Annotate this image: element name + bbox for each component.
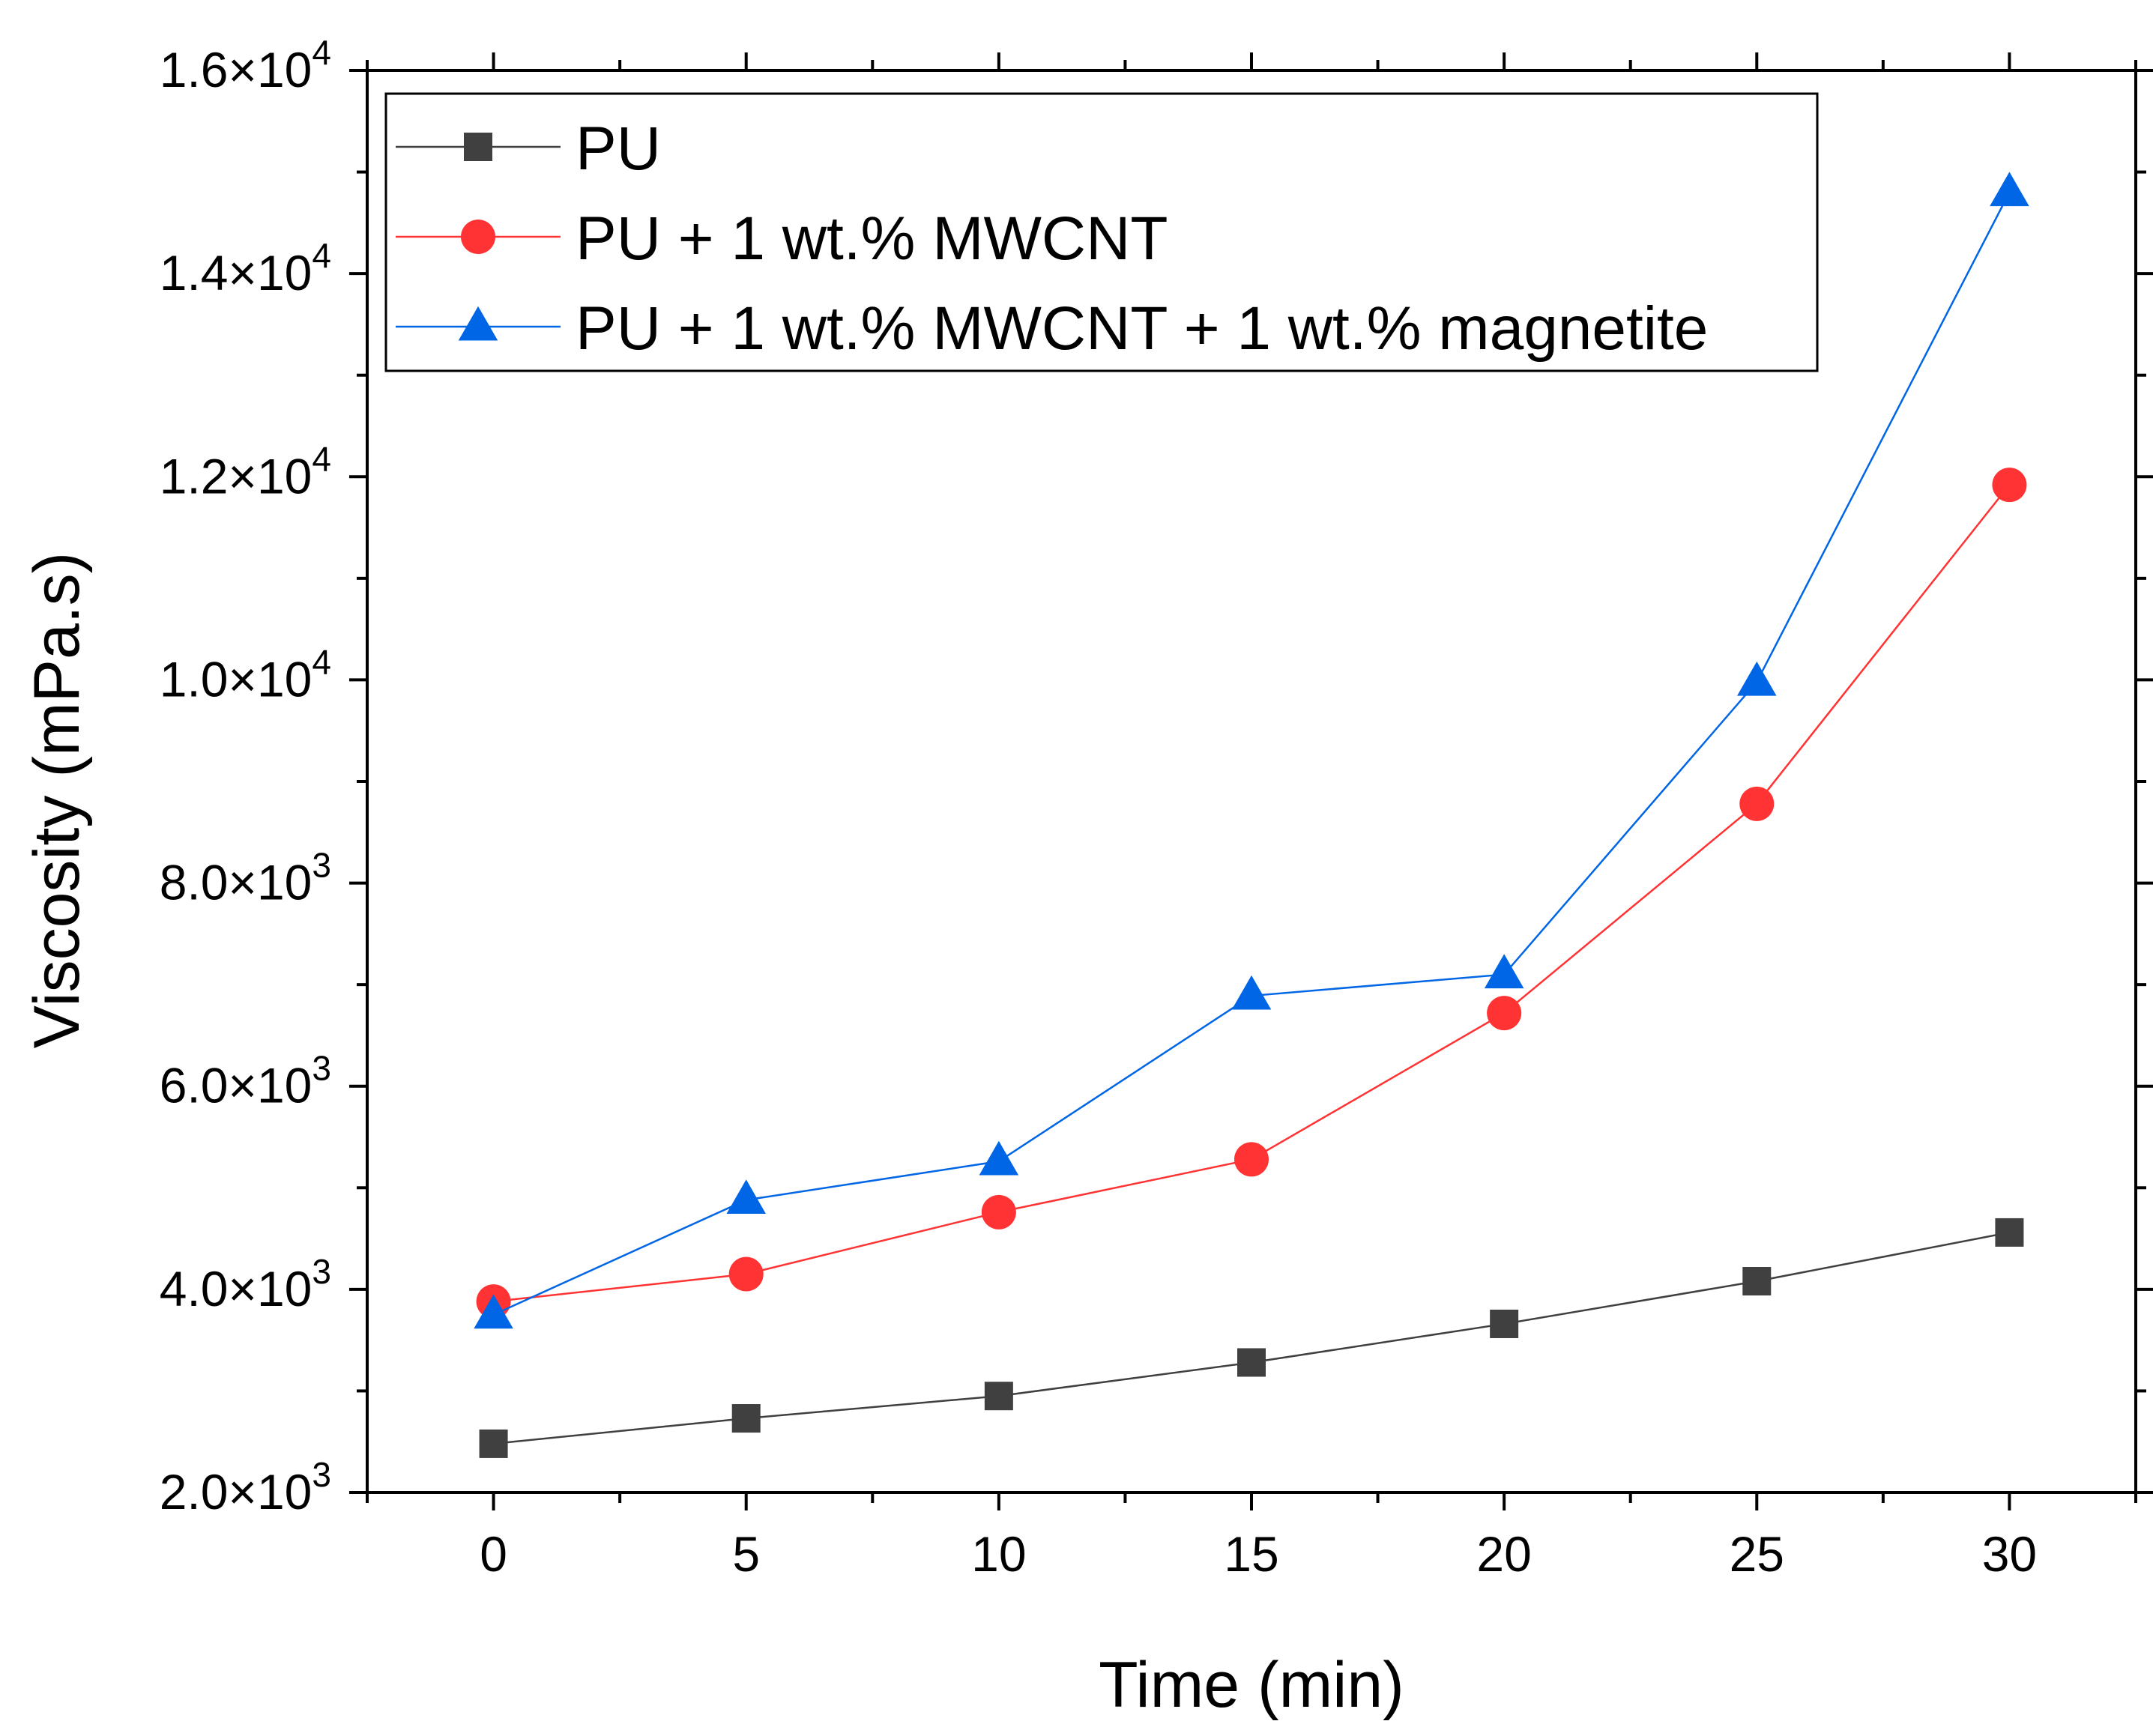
data-point-triangle <box>1484 954 1524 989</box>
y-tick-mantissa: 1.0×10 <box>160 651 312 707</box>
data-point-circle <box>1234 1142 1269 1177</box>
data-point-triangle <box>1737 661 1777 696</box>
data-point-circle <box>1739 786 1775 821</box>
y-tick-exponent: 4 <box>312 439 331 478</box>
data-point-triangle <box>726 1179 766 1215</box>
legend-label: PU <box>576 115 661 183</box>
y-tick-label: 1.4×104 <box>160 236 331 300</box>
x-tick-label: 25 <box>1730 1526 1784 1582</box>
series-line <box>493 484 2011 1303</box>
data-point-triangle <box>474 1294 513 1329</box>
series-square <box>479 1218 2024 1458</box>
x-tick-label: 5 <box>732 1526 760 1582</box>
x-tick-label: 15 <box>1224 1526 1278 1582</box>
y-tick-label: 1.2×104 <box>160 439 331 503</box>
x-tick-label: 0 <box>480 1526 507 1582</box>
data-point-square <box>479 1429 508 1458</box>
data-point-circle <box>728 1256 764 1292</box>
x-tick-label: 20 <box>1476 1526 1531 1582</box>
y-tick-exponent: 4 <box>312 33 331 72</box>
legend-marker-square <box>464 133 492 161</box>
data-point-square <box>1237 1348 1266 1377</box>
y-tick-label: 4.0×103 <box>160 1252 331 1316</box>
legend-marker-triangle <box>458 306 498 341</box>
axes: 0 5 10 15 20 25 302.0×1034.0×1036.0×1038.0×103… <box>160 33 2153 1582</box>
y-tick-exponent: 4 <box>312 236 331 275</box>
x-tick-label: 10 <box>971 1526 1026 1582</box>
data-point-triangle <box>979 1140 1019 1176</box>
y-tick-label: 8.0×103 <box>160 846 331 910</box>
y-tick-mantissa: 4.0×10 <box>160 1261 312 1316</box>
y-tick-mantissa: 2.0×10 <box>160 1464 312 1519</box>
y-tick-label: 6.0×103 <box>160 1049 331 1113</box>
y-tick-mantissa: 1.4×10 <box>160 245 312 300</box>
legend-marker-circle <box>461 220 495 254</box>
data-series <box>474 172 2029 1458</box>
data-point-triangle <box>1990 172 2029 207</box>
x-tick-label: 30 <box>1982 1526 2037 1582</box>
data-point-circle <box>1992 468 2027 503</box>
data-point-square <box>1995 1218 2024 1247</box>
x-axis-title: Time (min) <box>1099 1649 1404 1721</box>
data-point-square <box>731 1404 761 1433</box>
y-tick-mantissa: 1.2×10 <box>160 448 312 503</box>
series-line <box>493 1231 2010 1445</box>
y-tick-label: 1.6×104 <box>160 33 331 97</box>
y-tick-exponent: 3 <box>312 1049 331 1088</box>
y-tick-mantissa: 6.0×10 <box>160 1058 312 1113</box>
data-point-triangle <box>1231 975 1272 1010</box>
data-point-circle <box>1487 996 1522 1031</box>
y-tick-label: 1.0×104 <box>160 642 331 707</box>
series-circle <box>476 468 2027 1319</box>
legend: PU PU + 1 wt.% MWCNT PU + 1 wt.% MWCNT + 1… <box>384 92 1819 372</box>
y-tick-label: 2.0×103 <box>160 1455 331 1519</box>
series-triangle <box>474 172 2029 1329</box>
y-tick-exponent: 3 <box>312 1455 331 1494</box>
y-axis-title: Viscosity (mPa.s) <box>21 552 93 1049</box>
legend-label: PU + 1 wt.% MWCNT <box>576 205 1168 273</box>
y-tick-exponent: 3 <box>312 846 331 885</box>
y-tick-mantissa: 1.6×10 <box>160 42 312 97</box>
y-tick-exponent: 4 <box>312 642 331 681</box>
legend-box <box>384 92 1819 372</box>
data-point-circle <box>981 1194 1016 1230</box>
y-tick-exponent: 3 <box>312 1252 331 1291</box>
legend-label: PU + 1 wt.% MWCNT + 1 wt.% magnetite <box>576 294 1708 363</box>
data-point-square <box>1490 1309 1519 1338</box>
data-point-square <box>1742 1267 1772 1296</box>
y-tick-mantissa: 8.0×10 <box>160 855 312 910</box>
data-point-square <box>984 1382 1013 1411</box>
